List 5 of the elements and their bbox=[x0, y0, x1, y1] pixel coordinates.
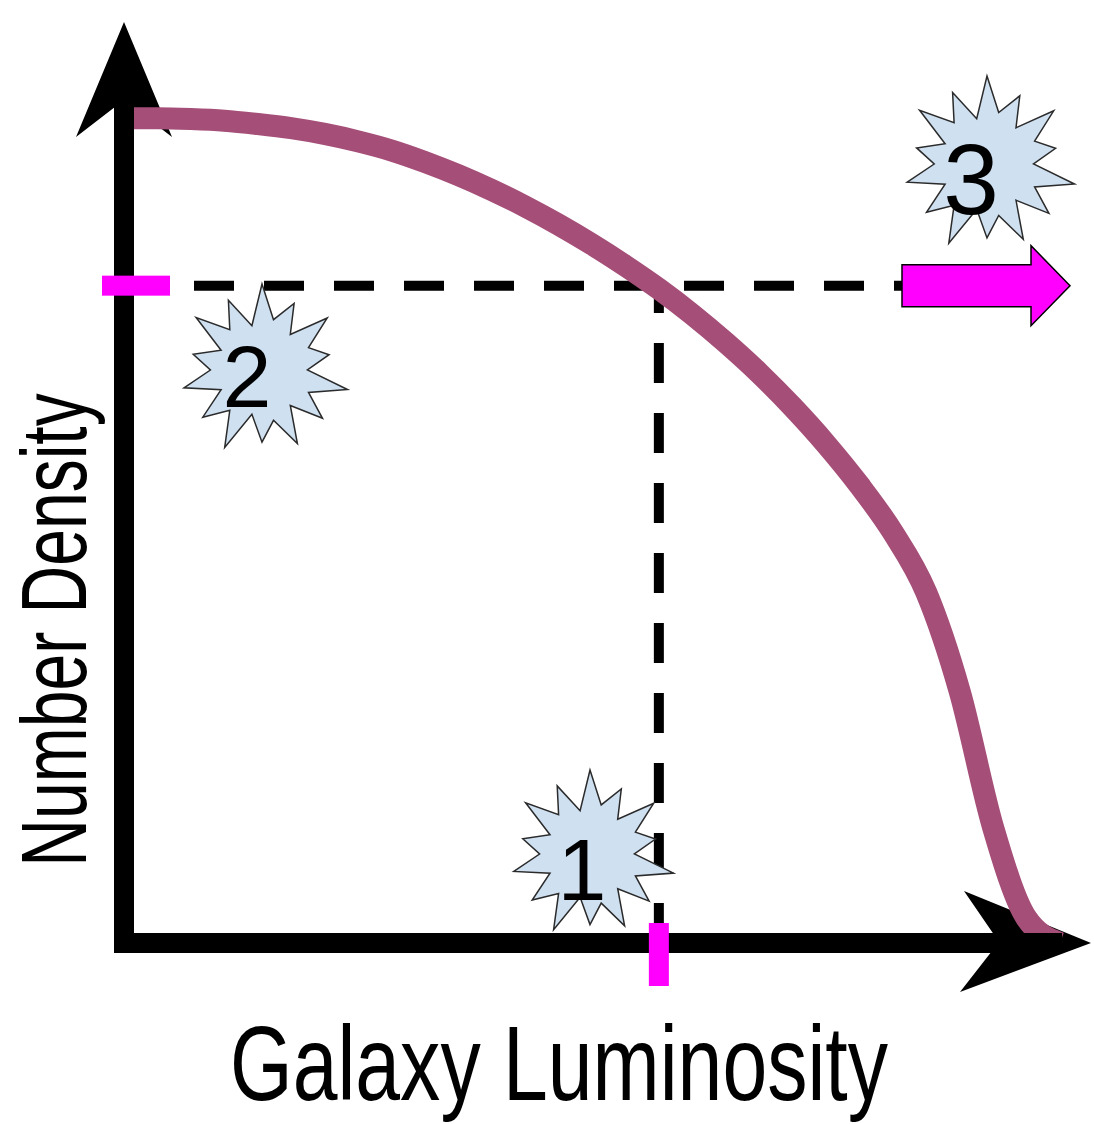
x-axis-title: Galaxy Luminosity bbox=[229, 1004, 889, 1123]
annotation: 3 bbox=[943, 123, 999, 235]
annotation: 1 bbox=[557, 820, 607, 919]
y-axis-title: Number Density bbox=[1, 392, 106, 867]
annotation: 2 bbox=[222, 327, 272, 426]
